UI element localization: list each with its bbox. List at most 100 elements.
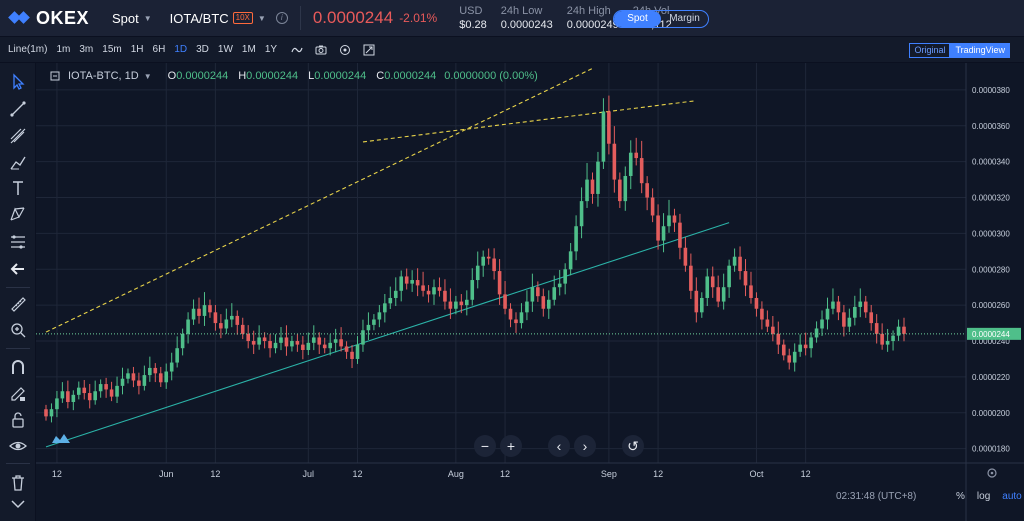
candle — [754, 292, 759, 317]
zoom-in-icon[interactable]: + — [500, 435, 522, 457]
interval-3d[interactable]: 3D — [196, 44, 209, 55]
text-icon[interactable] — [9, 179, 27, 197]
candle-body — [618, 179, 622, 202]
pair-select[interactable]: IOTA/BTC 10X ▼ — [170, 11, 266, 26]
candle — [240, 317, 245, 340]
candle-body — [557, 283, 562, 288]
interval-1y[interactable]: 1Y — [264, 44, 278, 55]
candle — [792, 343, 797, 372]
interval-1h[interactable]: 1H — [130, 44, 144, 55]
candle-body — [240, 324, 245, 334]
info-icon[interactable]: i — [275, 12, 288, 24]
brush-icon[interactable] — [9, 154, 27, 172]
candle — [530, 273, 535, 312]
candle — [295, 334, 300, 352]
x-tick-label: 12 — [210, 469, 220, 479]
candle — [372, 314, 376, 331]
candle-body — [863, 301, 868, 313]
candle-body — [333, 339, 338, 343]
candle — [361, 319, 365, 352]
view-mode-switch[interactable]: Original TradingView — [909, 43, 1010, 58]
candle — [66, 380, 70, 409]
trend-line-channel-upper[interactable] — [45, 67, 593, 333]
high-stat: 24h High 0.0000249 — [567, 4, 619, 32]
reset-icon[interactable]: ↺ — [622, 435, 644, 457]
interval-1m[interactable]: 1m — [56, 44, 71, 55]
candle-body — [607, 111, 611, 144]
price-chart[interactable]: 0.0000180 0.0000200 0.0000220 0.0000240 0.00… — [36, 63, 1024, 521]
scale-auto[interactable]: auto — [1002, 491, 1022, 502]
fullscreen-icon[interactable] — [363, 44, 375, 56]
candle-body — [596, 161, 600, 194]
interval-1mo[interactable]: 1M — [241, 44, 256, 55]
candle — [514, 312, 518, 333]
candle-body — [743, 271, 748, 286]
drawing-lines[interactable] — [45, 67, 730, 448]
interval-15m[interactable]: 15m — [102, 44, 122, 55]
candle-body — [858, 301, 863, 307]
candle — [585, 163, 589, 208]
candle-body — [842, 312, 846, 327]
okex-logo-icon — [8, 9, 32, 27]
scroll-left-icon[interactable]: ‹ — [548, 435, 570, 457]
zoom-out-icon[interactable]: − — [474, 435, 496, 457]
candle — [191, 299, 196, 325]
scale-log[interactable]: log — [976, 491, 991, 502]
trend-line-support[interactable] — [45, 222, 730, 448]
candle-body — [355, 344, 360, 359]
toggle-spot[interactable]: Spot — [614, 11, 661, 27]
settings-icon[interactable] — [339, 44, 351, 56]
scroll-right-icon[interactable]: › — [574, 435, 596, 457]
candle-body — [410, 280, 414, 284]
candle — [202, 292, 207, 326]
okex-logo[interactable]: OKEX — [8, 8, 98, 29]
toggle-margin[interactable]: Margin — [669, 13, 700, 24]
back-arrow-icon[interactable] — [9, 260, 27, 278]
chevron-down-icon[interactable]: ▼ — [143, 71, 152, 81]
view-original[interactable]: Original — [909, 43, 951, 58]
measure-icon[interactable] — [9, 233, 27, 251]
tools-divider — [6, 463, 30, 464]
view-tradingview[interactable]: TradingView — [950, 43, 1010, 58]
chart-type-select[interactable]: Line(1m) — [8, 44, 48, 55]
camera-icon[interactable] — [315, 44, 327, 56]
interval-6h[interactable]: 6H — [152, 44, 166, 55]
interval-3m[interactable]: 3m — [79, 44, 94, 55]
collapse-icon[interactable] — [50, 71, 60, 81]
zoom-icon[interactable] — [9, 321, 27, 339]
cursor-icon[interactable] — [9, 73, 27, 91]
candle-body — [727, 265, 731, 288]
pencil-lock-icon[interactable] — [9, 385, 27, 403]
current-price-line: 0.0000244 — [36, 327, 1021, 340]
interval-1d[interactable]: 1D — [174, 44, 188, 55]
candle-body — [164, 371, 169, 383]
candle-body — [716, 287, 720, 302]
eye-icon[interactable] — [9, 437, 27, 455]
interval-1w[interactable]: 1W — [217, 44, 233, 55]
high-value: 0.0000249 — [566, 19, 619, 31]
tradingview-logo-icon[interactable] — [50, 431, 72, 445]
spot-margin-toggle[interactable]: Spot Margin — [613, 10, 709, 28]
candle-body — [437, 287, 442, 291]
candle-body — [191, 308, 196, 320]
pattern-icon[interactable] — [9, 205, 27, 223]
ruler-icon[interactable] — [9, 295, 27, 313]
fib-icon[interactable] — [9, 127, 27, 145]
chart-settings-icon[interactable] — [986, 467, 998, 479]
legend-symbol: IOTA-BTC, 1D — [68, 70, 139, 82]
trash-icon[interactable] — [9, 474, 27, 492]
indicator-icon[interactable] — [291, 44, 303, 56]
candle-body — [82, 387, 87, 394]
candle-body — [497, 271, 502, 295]
candle-body — [885, 341, 890, 345]
scale-percent[interactable]: % — [956, 491, 965, 502]
trend-line-icon[interactable] — [9, 100, 27, 118]
chevron-down-icon[interactable] — [9, 499, 27, 509]
candle-body — [612, 143, 617, 180]
magnet-icon[interactable] — [9, 358, 27, 376]
market-type-select[interactable]: Spot ▼ — [112, 11, 152, 26]
candle-body — [689, 265, 693, 291]
unlock-icon[interactable] — [9, 411, 27, 429]
candle — [235, 310, 240, 335]
chart-canvas[interactable]: 0.00001800.00002000.00002200.00002400.00… — [36, 63, 1024, 521]
